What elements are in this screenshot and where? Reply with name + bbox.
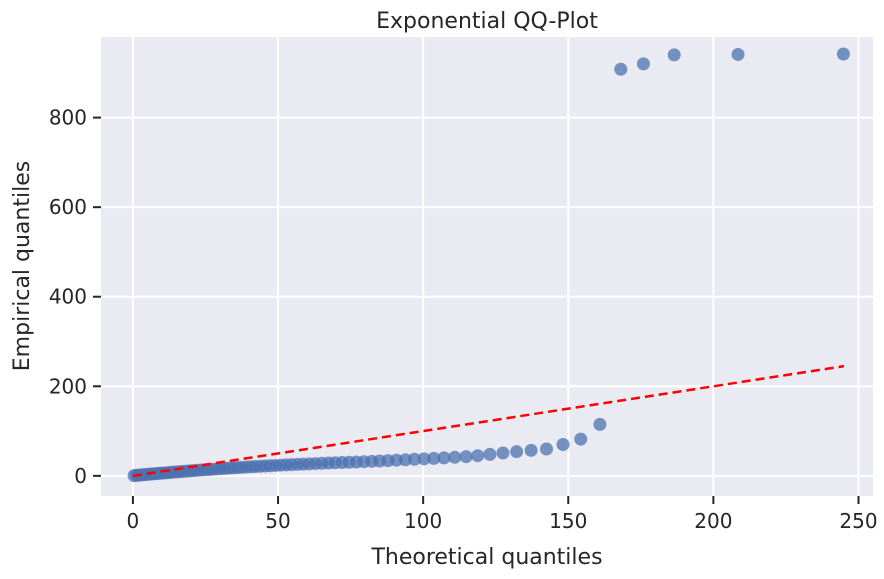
axis-ticks: 0 50 100 150 200 250 0 200 400 600 800 [49,106,878,533]
x-tick-label: 200 [694,509,732,533]
data-point [437,451,451,465]
x-axis-label: Theoretical quantiles [370,545,602,570]
data-points [127,47,850,483]
x-tick-label: 0 [127,509,140,533]
data-point [614,62,628,76]
plot-area [101,37,873,496]
data-point [471,449,485,463]
data-point [667,48,681,62]
y-axis-label: Empirical quantiles [10,161,35,371]
x-tick-label: 50 [265,509,290,533]
data-point [448,450,462,464]
reference-line-group [132,364,845,478]
y-tick-label: 600 [49,195,87,219]
data-point [417,452,431,466]
data-point [836,47,850,61]
data-point [556,438,570,452]
x-tick-label: 250 [839,509,877,533]
grid-lines [101,37,873,496]
data-point [427,451,441,465]
y-tick-label: 400 [49,285,87,309]
reference-line [132,364,845,478]
data-point [574,432,588,446]
data-point [496,446,510,460]
chart-title: Exponential QQ-Plot [376,9,598,34]
data-point [407,452,421,466]
data-point [483,447,497,461]
x-tick-label: 100 [404,509,442,533]
y-tick-label: 800 [49,106,87,130]
data-point [510,445,524,459]
data-point [731,47,745,61]
data-point [459,450,473,464]
x-tick-label: 150 [549,509,587,533]
data-point [539,442,553,456]
data-point [593,417,607,431]
y-tick-label: 0 [74,464,87,488]
y-tick-label: 200 [49,374,87,398]
data-point [524,443,538,457]
data-point [636,57,650,71]
